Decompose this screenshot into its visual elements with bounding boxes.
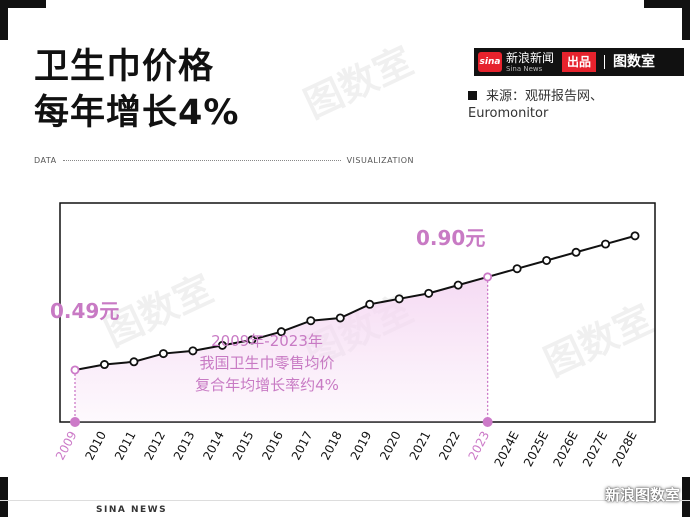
header-right-label: VISUALIZATION: [346, 155, 414, 165]
data-point: [99, 360, 109, 370]
x-tick-label: 2011: [112, 429, 139, 463]
sina-logo-icon: sina: [478, 52, 502, 72]
x-tick-label: 2017: [289, 429, 316, 463]
data-point: [453, 280, 463, 290]
data-point: [394, 294, 404, 304]
title-line-1: 卫生巾价格: [34, 47, 215, 87]
x-tick-label: 2016: [259, 429, 286, 463]
corner-mark: [682, 0, 690, 40]
data-point: [217, 340, 227, 350]
x-tick-label: 2012: [141, 429, 168, 463]
x-tick-label: 2013: [171, 429, 198, 463]
annotation-line: 2009年-2023年: [211, 332, 323, 350]
source-line-1: 来源：观研报告网、: [486, 89, 604, 104]
data-point: [483, 272, 493, 282]
brand-separator: [604, 55, 606, 69]
x-tick-label: 2026E: [550, 429, 580, 469]
header-left-label: DATA: [34, 155, 57, 165]
title-line-2: 每年增长4%: [34, 93, 240, 133]
x-tick-label: 2019: [348, 429, 375, 463]
sina-brand-cn: 新浪新闻: [506, 50, 555, 65]
data-point: [512, 264, 522, 274]
x-tick-label: 2020: [377, 429, 404, 463]
sina-brand-en: Sina News: [506, 64, 543, 73]
data-point: [335, 313, 345, 323]
data-point: [247, 335, 257, 345]
x-tick-label: 2014: [200, 429, 227, 463]
x-tick-label: 2027E: [580, 429, 610, 469]
chart-title: 卫生巾价格 每年增长4%: [34, 44, 239, 136]
x-tick-label: 2015: [230, 429, 257, 463]
sina-brand: 新浪新闻 Sina News: [506, 50, 555, 73]
start-value-label: 0.49元: [50, 299, 119, 323]
produced-badge: 出品: [562, 52, 597, 72]
x-tick-label: 2021: [407, 429, 434, 463]
square-bullet-icon: [468, 91, 477, 100]
x-tick-label: 2028E: [609, 429, 639, 469]
series-line: [74, 234, 636, 371]
x-tick-label: 2018: [318, 429, 345, 463]
x-tick-label: 2009: [53, 429, 80, 463]
data-point: [571, 247, 581, 257]
x-tick-label: 2024E: [491, 429, 521, 469]
data-point: [129, 357, 139, 367]
corner-mark: [0, 477, 8, 517]
x-tick-label: 2025E: [521, 429, 551, 469]
data-point: [70, 365, 80, 375]
data-point: [630, 231, 640, 241]
corner-mark: [0, 0, 8, 40]
x-tick-label: 2010: [82, 429, 109, 463]
brand-bar: sina 新浪新闻 Sina News 出品 图数室: [474, 48, 684, 76]
data-point: [601, 239, 611, 249]
data-point: [542, 255, 552, 265]
source-note: 来源：观研报告网、 Euromonitor: [468, 88, 603, 122]
footer-watermark: 新浪图数室: [604, 486, 680, 504]
data-point: [424, 288, 434, 298]
x-tick-label: 2022: [436, 429, 463, 463]
highlight-area: [75, 276, 488, 422]
data-point: [188, 346, 198, 356]
data-point: [158, 349, 168, 359]
x-tick-label: 2023: [466, 429, 493, 463]
footer-brand: SINA NEWS: [96, 505, 168, 515]
data-point: [306, 316, 316, 326]
end-axis-marker: [482, 417, 493, 427]
start-axis-marker: [70, 417, 80, 427]
annotation-line: 我国卫生巾零售均价: [199, 354, 334, 372]
tushu-logo: 图数室: [613, 54, 656, 70]
end-value-label: 0.90元: [416, 226, 485, 250]
footer-rule: [0, 500, 690, 501]
annotation-line: 复合年均增长率约4%: [195, 376, 339, 394]
dotted-rule: [62, 159, 341, 161]
corner-mark: [0, 0, 46, 8]
data-point: [276, 327, 286, 337]
corner-mark: [682, 477, 690, 517]
header-rule: DATA VISUALIZATION: [34, 153, 414, 167]
data-point: [365, 299, 375, 309]
corner-mark: [644, 0, 690, 8]
source-line-2: Euromonitor: [468, 106, 549, 121]
